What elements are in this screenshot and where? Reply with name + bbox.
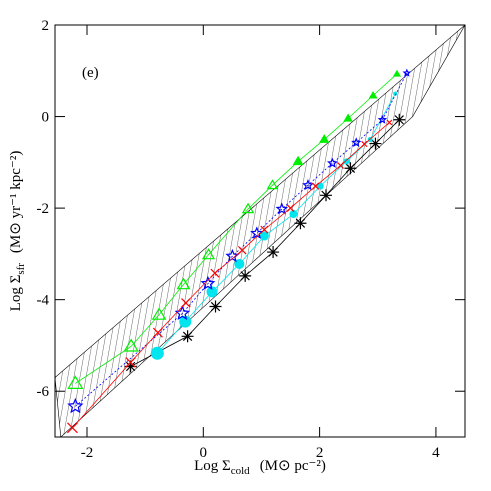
y-axis-label: Log Σsfr (M⊙ yr⁻¹ kpc⁻²) <box>8 151 27 312</box>
x-tick-label: -2 <box>81 445 94 461</box>
point <box>351 137 362 147</box>
point <box>124 360 137 373</box>
point <box>67 422 78 434</box>
point <box>289 210 298 219</box>
point <box>150 346 164 360</box>
point <box>206 286 218 298</box>
point <box>368 90 378 99</box>
x-tick-label: 2 <box>316 445 324 461</box>
point <box>393 113 406 126</box>
y-tick-label: -6 <box>37 384 50 400</box>
point <box>201 248 216 260</box>
point <box>250 226 264 239</box>
point <box>209 300 222 313</box>
y-label-unit: (M⊙ yr⁻¹ kpc⁻²) <box>8 151 24 253</box>
point <box>275 202 289 215</box>
point <box>292 155 304 166</box>
point <box>237 245 247 255</box>
point <box>343 113 353 122</box>
point <box>326 157 338 168</box>
point <box>377 114 388 124</box>
point <box>402 68 412 77</box>
point <box>151 307 167 320</box>
y-tick-label: -4 <box>37 293 50 309</box>
point <box>302 179 314 191</box>
point <box>234 258 245 269</box>
point <box>319 134 330 143</box>
point <box>152 327 163 338</box>
x-tick-label: 0 <box>200 445 208 461</box>
point <box>181 330 194 343</box>
point <box>361 140 368 148</box>
y-label-main: Log Σ <box>8 275 24 312</box>
point <box>200 275 216 290</box>
x-axis-label: Log Σcold (M⊙ pc⁻²) <box>194 458 326 477</box>
point <box>239 269 252 282</box>
series-line <box>75 72 408 407</box>
point <box>181 298 191 308</box>
point <box>316 182 324 190</box>
point <box>123 338 139 352</box>
point <box>125 357 136 368</box>
point <box>337 162 344 169</box>
point <box>179 315 192 328</box>
y-tick-label: 0 <box>42 110 50 126</box>
plot-frame <box>54 24 466 438</box>
x-label-sub: cold <box>231 465 250 477</box>
point <box>392 69 402 77</box>
point <box>67 397 84 414</box>
x-label-main: Log Σ <box>194 458 231 474</box>
point <box>241 202 255 214</box>
series-line <box>75 73 398 384</box>
point <box>67 375 84 389</box>
point <box>343 158 350 165</box>
point <box>294 217 307 230</box>
x-tick-label: 4 <box>432 445 440 461</box>
x-label-unit: (M⊙ pc⁻²) <box>260 458 326 474</box>
point <box>210 268 220 278</box>
y-tick-label: 2 <box>42 18 50 34</box>
point <box>176 277 191 290</box>
point <box>393 91 398 96</box>
series-line <box>130 119 400 367</box>
series-line <box>72 122 390 429</box>
point <box>369 137 382 150</box>
point <box>286 204 295 212</box>
point <box>344 162 357 175</box>
point <box>259 231 269 241</box>
panel-label: (e) <box>82 65 99 81</box>
y-tick-label: -2 <box>37 201 50 217</box>
series-line <box>157 93 396 354</box>
point <box>266 179 279 190</box>
point <box>260 225 269 234</box>
point <box>267 246 280 259</box>
point <box>386 119 393 126</box>
point <box>320 189 333 202</box>
point <box>311 182 320 190</box>
y-label-sub: sfr <box>15 263 27 275</box>
